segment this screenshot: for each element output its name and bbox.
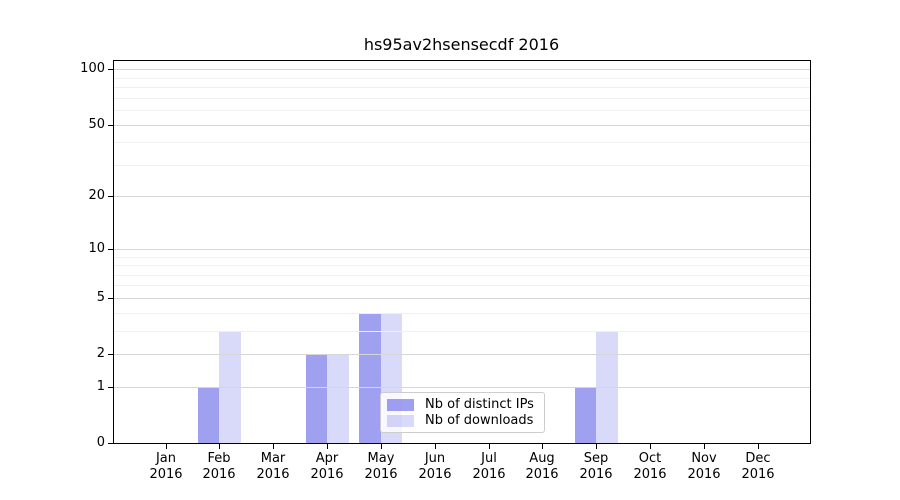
y-tick-label: 5 bbox=[96, 290, 105, 305]
y-tick-label: 2 bbox=[96, 346, 105, 361]
x-tick-year: 2016 bbox=[202, 466, 236, 482]
legend-label-downloads: Nb of downloads bbox=[425, 413, 534, 428]
x-tick-label: Jul 2016 bbox=[461, 451, 517, 482]
bar-nb-of-downloads-sep bbox=[596, 330, 618, 443]
y-tick-label: 10 bbox=[88, 241, 105, 256]
x-tick-month: Nov bbox=[691, 451, 717, 466]
x-tick-month: Mar bbox=[260, 451, 286, 466]
x-tick-label: Dec 2016 bbox=[730, 451, 786, 482]
legend-swatch-downloads bbox=[387, 414, 414, 427]
x-tick-mark bbox=[219, 444, 220, 449]
y-tick-label: 20 bbox=[88, 188, 105, 203]
x-tick-mark bbox=[273, 444, 274, 449]
x-tick-label: Nov 2016 bbox=[676, 451, 732, 482]
x-tick-mark bbox=[435, 444, 436, 449]
x-tick-year: 2016 bbox=[741, 466, 775, 482]
x-tick-label: Mar 2016 bbox=[245, 451, 301, 482]
x-tick-mark bbox=[489, 444, 490, 449]
gridline-minor bbox=[113, 110, 810, 111]
x-tick-label: Apr 2016 bbox=[299, 451, 355, 482]
x-tick-year: 2016 bbox=[472, 466, 506, 482]
bar-nb-of-downloads-feb bbox=[219, 330, 241, 443]
x-tick-month: Aug bbox=[529, 451, 555, 466]
x-tick-label: Jun 2016 bbox=[407, 451, 463, 482]
y-tick-label: 100 bbox=[80, 61, 105, 76]
bar-nb-of-distinct-ips-feb bbox=[197, 386, 220, 443]
y-tick-label: 50 bbox=[88, 117, 105, 132]
x-tick-mark bbox=[542, 444, 543, 449]
x-tick-month: Apr bbox=[315, 451, 339, 466]
x-tick-label: Jan 2016 bbox=[138, 451, 194, 482]
x-tick-year: 2016 bbox=[418, 466, 452, 482]
x-tick-year: 2016 bbox=[633, 466, 667, 482]
x-tick-month: Jul bbox=[481, 451, 497, 466]
gridline-major bbox=[113, 125, 810, 126]
gridline-minor bbox=[113, 257, 810, 258]
gridline-major bbox=[113, 298, 810, 299]
x-tick-mark bbox=[381, 444, 382, 449]
x-tick-label: Sep 2016 bbox=[568, 451, 624, 482]
y-tick-mark bbox=[108, 196, 113, 197]
legend-label-distinct-ips: Nb of distinct IPs bbox=[425, 397, 534, 412]
gridline-minor bbox=[113, 142, 810, 143]
gridline-minor bbox=[113, 331, 810, 332]
chart-title: hs95av2hsensecdf 2016 bbox=[363, 35, 560, 54]
y-tick-mark bbox=[108, 298, 113, 299]
bar-nb-of-distinct-ips-apr bbox=[305, 354, 328, 443]
bar-nb-of-distinct-ips-may bbox=[359, 312, 381, 443]
y-tick-mark bbox=[108, 249, 113, 250]
gridline-minor bbox=[113, 275, 810, 276]
x-tick-month: Jun bbox=[424, 451, 446, 466]
y-tick-label: 1 bbox=[96, 379, 105, 394]
x-tick-label: Feb 2016 bbox=[191, 451, 247, 482]
x-tick-year: 2016 bbox=[579, 466, 613, 482]
gridline-minor bbox=[113, 87, 810, 88]
x-tick-mark bbox=[327, 444, 328, 449]
legend-swatch-distinct-ips bbox=[387, 398, 414, 411]
x-tick-label: May 2016 bbox=[353, 451, 409, 482]
x-tick-mark bbox=[650, 444, 651, 449]
x-tick-label: Oct 2016 bbox=[622, 451, 678, 482]
bar-nb-of-distinct-ips-sep bbox=[574, 386, 597, 443]
x-tick-month: Oct bbox=[638, 451, 662, 466]
x-tick-label: Aug 2016 bbox=[514, 451, 570, 482]
gridline-minor bbox=[113, 98, 810, 99]
x-tick-year: 2016 bbox=[256, 466, 290, 482]
x-tick-mark bbox=[758, 444, 759, 449]
gridline-minor bbox=[113, 165, 810, 166]
x-tick-month: Sep bbox=[583, 451, 609, 466]
gridline-major bbox=[113, 196, 810, 197]
gridline-minor bbox=[113, 78, 810, 79]
y-tick-mark bbox=[108, 69, 113, 70]
x-tick-mark bbox=[166, 444, 167, 449]
legend-box: Nb of distinct IPs Nb of downloads bbox=[380, 392, 545, 433]
y-tick-mark bbox=[108, 354, 113, 355]
x-tick-month: Jan bbox=[155, 451, 177, 466]
gridline-minor bbox=[113, 313, 810, 314]
gridline-major bbox=[113, 249, 810, 250]
y-tick-mark bbox=[108, 387, 113, 388]
x-tick-mark bbox=[704, 444, 705, 449]
legend-item-downloads: Nb of downloads bbox=[387, 413, 537, 428]
x-tick-month: Dec bbox=[745, 451, 771, 466]
x-tick-year: 2016 bbox=[687, 466, 721, 482]
y-tick-mark bbox=[108, 443, 113, 444]
gridline-minor bbox=[113, 265, 810, 266]
x-tick-month: Feb bbox=[207, 451, 231, 466]
x-tick-year: 2016 bbox=[525, 466, 559, 482]
bar-nb-of-downloads-apr bbox=[327, 354, 349, 443]
x-tick-mark bbox=[596, 444, 597, 449]
x-tick-year: 2016 bbox=[310, 466, 344, 482]
legend-item-distinct-ips: Nb of distinct IPs bbox=[387, 397, 537, 412]
x-tick-month: May bbox=[367, 451, 395, 466]
gridline-minor bbox=[113, 285, 810, 286]
x-tick-year: 2016 bbox=[364, 466, 398, 482]
gridline-major bbox=[113, 387, 810, 388]
gridline-major bbox=[113, 69, 810, 70]
y-tick-mark bbox=[108, 125, 113, 126]
y-tick-label: 0 bbox=[96, 435, 105, 450]
gridline-major bbox=[113, 354, 810, 355]
x-tick-year: 2016 bbox=[149, 466, 183, 482]
